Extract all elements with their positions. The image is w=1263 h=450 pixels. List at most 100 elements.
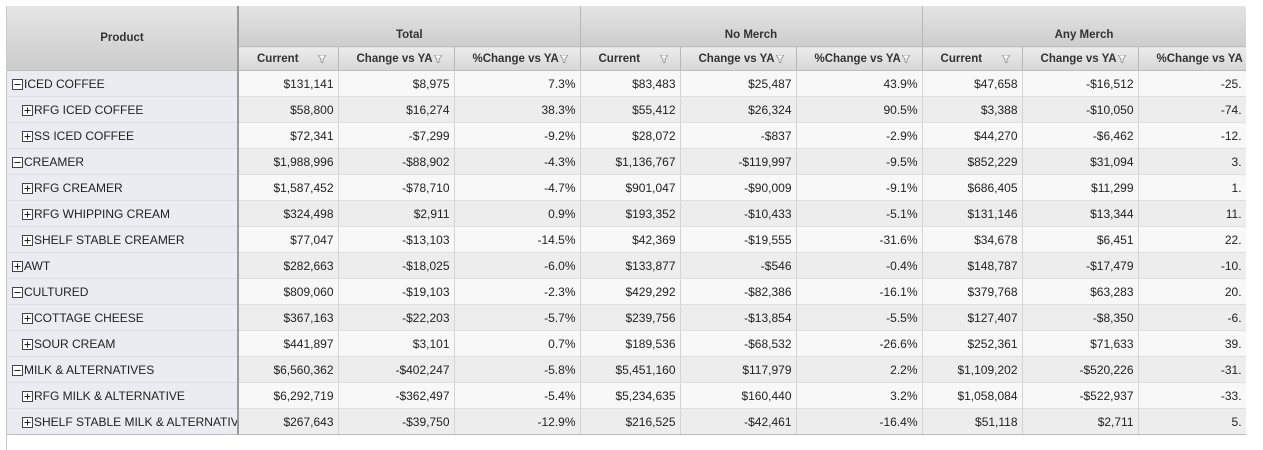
data-row: CREAMER $1,988,996 -$88,902 -4.3% $1,136,767… [7, 148, 1246, 175]
row-label: RFG ICED COFFEE [34, 102, 144, 117]
filter-icon[interactable] [1117, 55, 1126, 63]
column-header[interactable]: Current [238, 46, 339, 71]
column-header[interactable]: %Change vs YA [796, 46, 923, 71]
column-header[interactable]: Change vs YA [1022, 46, 1139, 71]
filter-icon[interactable] [659, 55, 668, 63]
value-cell: $63,283 [1022, 278, 1139, 305]
value-cell: $25,487 [680, 70, 797, 97]
column-header[interactable]: %Change vs YA [454, 46, 581, 71]
value-cell: -0.4% [796, 252, 923, 279]
value-cell: $77,047 [238, 226, 339, 253]
value-cell: $282,663 [238, 252, 339, 279]
column-label: Change vs YA [698, 52, 775, 65]
value-cell: -$17,479 [1022, 252, 1139, 279]
expand-toggle[interactable] [22, 338, 33, 350]
collapse-toggle[interactable] [12, 78, 23, 90]
value-cell: $5,451,160 [580, 356, 681, 383]
value-cell: $13,344 [1022, 200, 1139, 227]
column-header[interactable]: Current [580, 46, 681, 71]
column-header[interactable]: Change vs YA [338, 46, 455, 71]
column-header[interactable]: Current [922, 46, 1023, 71]
row-label: RFG MILK & ALTERNATIVE [34, 388, 185, 403]
value-cell: $44,270 [922, 122, 1023, 149]
column-label: Change vs YA [356, 52, 433, 65]
value-cell: 90.5% [796, 96, 923, 123]
expand-toggle[interactable] [22, 208, 33, 220]
value-cell: $189,536 [580, 330, 681, 357]
value-cell: $809,060 [238, 278, 339, 305]
data-row: COTTAGE CHEESE $367,163 -$22,203 -5.7% $239,… [7, 304, 1246, 331]
value-cell: 20. [1138, 278, 1246, 305]
filter-icon[interactable] [317, 55, 326, 63]
value-cell: -$19,103 [338, 278, 455, 305]
value-cell: $3,388 [922, 96, 1023, 123]
value-cell: -$19,555 [680, 226, 797, 253]
value-cell: -74. [1138, 96, 1246, 123]
value-cell: 22. [1138, 226, 1246, 253]
filter-icon[interactable] [901, 55, 910, 63]
data-row: SHELF STABLE MILK & ALTERNATIVE $267,643-… [7, 408, 1246, 435]
row-label: CULTURED [24, 284, 89, 299]
filter-icon[interactable] [559, 55, 568, 63]
row-label-cell: RFG ICED COFFEE [7, 96, 239, 123]
value-cell: $28,072 [580, 122, 681, 149]
value-cell: $11,299 [1022, 174, 1139, 201]
collapse-toggle[interactable] [12, 156, 23, 168]
column-label: Current [257, 52, 299, 65]
value-cell: $160,440 [680, 382, 797, 409]
value-cell: -$42,461 [680, 408, 797, 435]
value-cell: $6,560,362 [238, 356, 339, 383]
expand-toggle[interactable] [12, 260, 23, 272]
value-cell: $5,234,635 [580, 382, 681, 409]
value-cell: -$837 [680, 122, 797, 149]
value-cell: $71,633 [1022, 330, 1139, 357]
value-cell: 2.2% [796, 356, 923, 383]
value-cell: 39. [1138, 330, 1246, 357]
value-cell: 7.3% [454, 70, 581, 97]
value-cell: $8,975 [338, 70, 455, 97]
value-cell: $324,498 [238, 200, 339, 227]
column-label: Current [598, 52, 641, 65]
value-cell: $252,361 [922, 330, 1023, 357]
value-cell: -$13,103 [338, 226, 455, 253]
filter-icon[interactable] [775, 55, 784, 63]
collapse-toggle[interactable] [12, 364, 23, 376]
expand-toggle[interactable] [22, 416, 33, 428]
value-cell: $6,292,719 [238, 382, 339, 409]
value-cell: $117,979 [680, 356, 797, 383]
row-label: RFG WHIPPING CREAM [34, 206, 171, 221]
value-cell: 3. [1138, 148, 1246, 175]
row-label: RFG CREAMER [34, 180, 123, 195]
value-cell: $2,711 [1022, 408, 1139, 435]
value-cell: $1,109,202 [922, 356, 1023, 383]
value-cell: $127,407 [922, 304, 1023, 331]
filter-icon[interactable] [433, 55, 442, 63]
value-cell: $131,141 [238, 70, 339, 97]
row-label: MILK & ALTERNATIVES [24, 362, 155, 377]
value-cell: -33. [1138, 382, 1246, 409]
expand-toggle[interactable] [22, 182, 33, 194]
value-cell: $379,768 [922, 278, 1023, 305]
expand-toggle[interactable] [22, 130, 33, 142]
filter-icon[interactable] [1001, 55, 1010, 63]
data-row: RFG MILK & ALTERNATIVE $6,292,719 -$362,49… [7, 382, 1246, 409]
collapse-toggle[interactable] [12, 286, 23, 298]
column-header[interactable]: %Change vs YA [1138, 46, 1246, 71]
row-label-cell: RFG MILK & ALTERNATIVE [7, 382, 239, 409]
expand-toggle[interactable] [22, 312, 33, 324]
value-cell: -$13,854 [680, 304, 797, 331]
row-label: ICED COFFEE [24, 76, 105, 91]
data-row: AWT $282,663 -$18,025 -6.0% $133,877 -$546 -0.… [7, 252, 1246, 279]
value-cell: -$546 [680, 252, 797, 279]
value-cell: -$90,009 [680, 174, 797, 201]
value-cell: -9.5% [796, 148, 923, 175]
value-cell: -$82,386 [680, 278, 797, 305]
expand-toggle[interactable] [22, 390, 33, 402]
column-label: Change vs YA [1040, 52, 1117, 65]
column-header[interactable]: Change vs YA [680, 46, 797, 71]
value-cell: $2,911 [338, 200, 455, 227]
value-cell: -5.8% [454, 356, 581, 383]
expand-toggle[interactable] [22, 104, 33, 116]
expand-toggle[interactable] [22, 234, 33, 246]
value-cell: 0.9% [454, 200, 581, 227]
